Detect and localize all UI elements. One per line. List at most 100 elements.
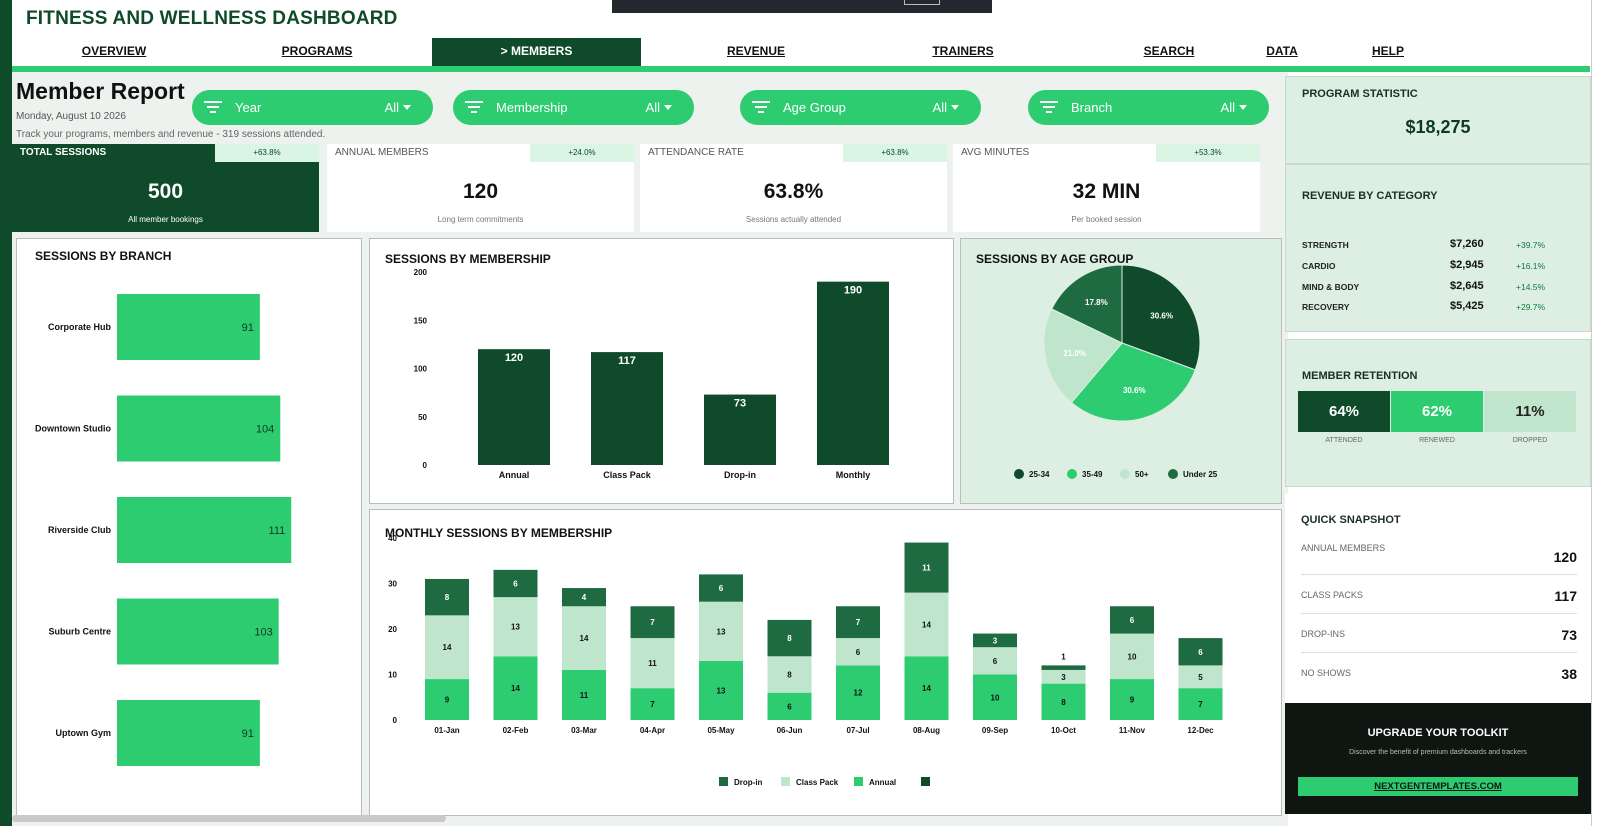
monthly-y-tick: 10 (388, 671, 397, 680)
monthly-bar-segment (836, 606, 880, 639)
filter-icon (204, 101, 222, 113)
nav-programs[interactable]: PROGRAMS (281, 44, 353, 58)
promo-card: UPGRADE YOUR TOOLKIT Discover the benefi… (1285, 703, 1591, 814)
branch-bar-chart: Corporate Hub 91 Downtown Studio 104 Riversi… (35, 294, 292, 766)
nav-revenue[interactable]: REVENUE (726, 44, 785, 58)
monthly-category-label: 07-Jul (846, 726, 869, 735)
membership-y-tick: 200 (414, 268, 428, 277)
kpi-subtitle: Per booked session (1071, 215, 1142, 224)
legend-swatch (781, 777, 790, 786)
monthly-value-label: 8 (787, 634, 792, 643)
nav-help[interactable]: HELP (1371, 44, 1404, 58)
monthly-bar-segment (1110, 606, 1154, 634)
filter-value: All (932, 100, 947, 115)
branch-bar (117, 497, 292, 563)
filter-branch[interactable]: Branch All (1028, 90, 1269, 125)
branch-category-label: Downtown Studio (35, 424, 111, 434)
legend-swatch (921, 777, 930, 786)
filter-age-group[interactable]: Age Group All (740, 90, 981, 125)
filter-label: Branch (1071, 100, 1113, 115)
vertical-scrollbar[interactable] (1591, 0, 1600, 826)
nav-members[interactable]: > MEMBERS (432, 38, 641, 66)
kpi-delta: +63.8% (843, 144, 947, 162)
monthly-category-label: 03-Mar (571, 726, 597, 735)
monthly-value-label: 13 (717, 686, 726, 695)
age-pie-label: 21.0% (1063, 349, 1086, 358)
revenue-category: RECOVERY (1302, 302, 1350, 312)
retention-attended-label: ATTENDED (1325, 437, 1363, 444)
membership-y-tick: 150 (414, 316, 428, 325)
snapshot-row: ANNUAL MEMBERS 120 (1301, 537, 1577, 575)
age-pie-label: 17.8% (1085, 298, 1108, 307)
monthly-value-label: 11 (580, 691, 589, 700)
legend-label: Annual (869, 778, 896, 787)
revenue-delta: +16.1% (1516, 261, 1546, 271)
filter-membership[interactable]: Membership All (453, 90, 694, 125)
revenue-value: $7,260 (1450, 238, 1484, 250)
kpi-attendance-rate: ATTENDANCE RATE +63.8% 63.8% Sessions ac… (640, 144, 947, 232)
monthly-y-tick: 0 (393, 716, 398, 725)
nav-overview[interactable]: OVERVIEW (81, 44, 147, 58)
branch-bar (117, 294, 260, 360)
promo-link-button[interactable]: NEXTGENTEMPLATES.COM (1298, 777, 1578, 796)
branch-category-label: Uptown Gym (56, 728, 112, 738)
monthly-value-label: 14 (580, 634, 589, 643)
legend-swatch (854, 777, 863, 786)
monthly-value-label: 12 (854, 689, 863, 698)
monthly-bar-segment (425, 578, 469, 616)
horizontal-scrollbar[interactable] (12, 815, 446, 822)
monthly-bar-segment (699, 574, 743, 602)
branch-bar (117, 700, 260, 766)
monthly-category-label: 10-Oct (1051, 726, 1076, 735)
branch-value-label: 103 (254, 627, 272, 639)
legend-label: 25-34 (1029, 470, 1050, 479)
monthly-bar-segment (904, 592, 949, 657)
chart-title: SESSIONS BY AGE GROUP (976, 252, 1134, 266)
nav-trainers[interactable]: TRAINERS (932, 44, 994, 58)
chart-title: SESSIONS BY BRANCH (35, 249, 172, 263)
monthly-bar-segment (1110, 633, 1154, 680)
kpi-label: ANNUAL MEMBERS (335, 147, 429, 158)
chevron-down-icon (664, 105, 672, 110)
membership-value-label: 73 (734, 398, 746, 410)
monthly-bar-segment (630, 638, 675, 689)
kpi-label: ATTENDANCE RATE (648, 147, 744, 158)
monthly-value-label: 7 (650, 618, 655, 627)
monthly-bar-segment (1178, 688, 1223, 720)
monthly-category-label: 09-Sep (982, 726, 1008, 735)
revenue-delta: +14.5% (1516, 282, 1546, 292)
panel-sessions-by-branch: SESSIONS BY BRANCH Corporate Hub 91 Downto… (16, 238, 362, 816)
page-title: Member Report (16, 78, 185, 104)
revenue-value: $5,425 (1450, 300, 1484, 312)
monthly-value-label: 6 (1198, 648, 1203, 657)
monthly-value-label: 14 (922, 684, 931, 693)
monthly-value-label: 1 (1061, 652, 1066, 661)
membership-bar-chart: 0 50 100 150 200 120 Annual 117 Class Pack 73 Drop… (414, 268, 889, 480)
filter-label: Age Group (783, 100, 846, 115)
filter-year[interactable]: Year All (192, 90, 433, 125)
promo-subtitle: Discover the benefit of premium dashboar… (1349, 749, 1527, 756)
revenue-row: RECOVERY $5,425 +29.7% (1302, 297, 1577, 315)
snapshot-value: 73 (1561, 627, 1577, 643)
monthly-value-label: 9 (445, 696, 450, 705)
filter-icon (1040, 101, 1058, 113)
legend-swatch (719, 777, 728, 786)
branch-value-label: 91 (242, 322, 254, 334)
app-title: FITNESS AND WELLNESS DASHBOARD (26, 8, 398, 29)
nav-data[interactable]: DATA (1266, 44, 1298, 58)
monthly-category-label: 12-Dec (1187, 726, 1214, 735)
monthly-bar-segment (973, 647, 1017, 675)
monthly-value-label: 7 (1198, 700, 1203, 709)
monthly-value-label: 14 (443, 643, 452, 652)
monthly-bar-segment (767, 656, 812, 693)
legend-swatch (1120, 469, 1130, 479)
nav-underline (12, 66, 1590, 72)
revenue-category: STRENGTH (1302, 240, 1349, 250)
membership-category-label: Drop-in (724, 470, 756, 480)
chevron-down-icon (951, 105, 959, 110)
monthly-bar-segment (493, 597, 538, 657)
nav-search[interactable]: SEARCH (1143, 44, 1195, 58)
monthly-bar-segment (1110, 679, 1154, 720)
revenue-row: CARDIO $2,945 +16.1% (1302, 256, 1577, 274)
branch-bar (117, 395, 281, 462)
